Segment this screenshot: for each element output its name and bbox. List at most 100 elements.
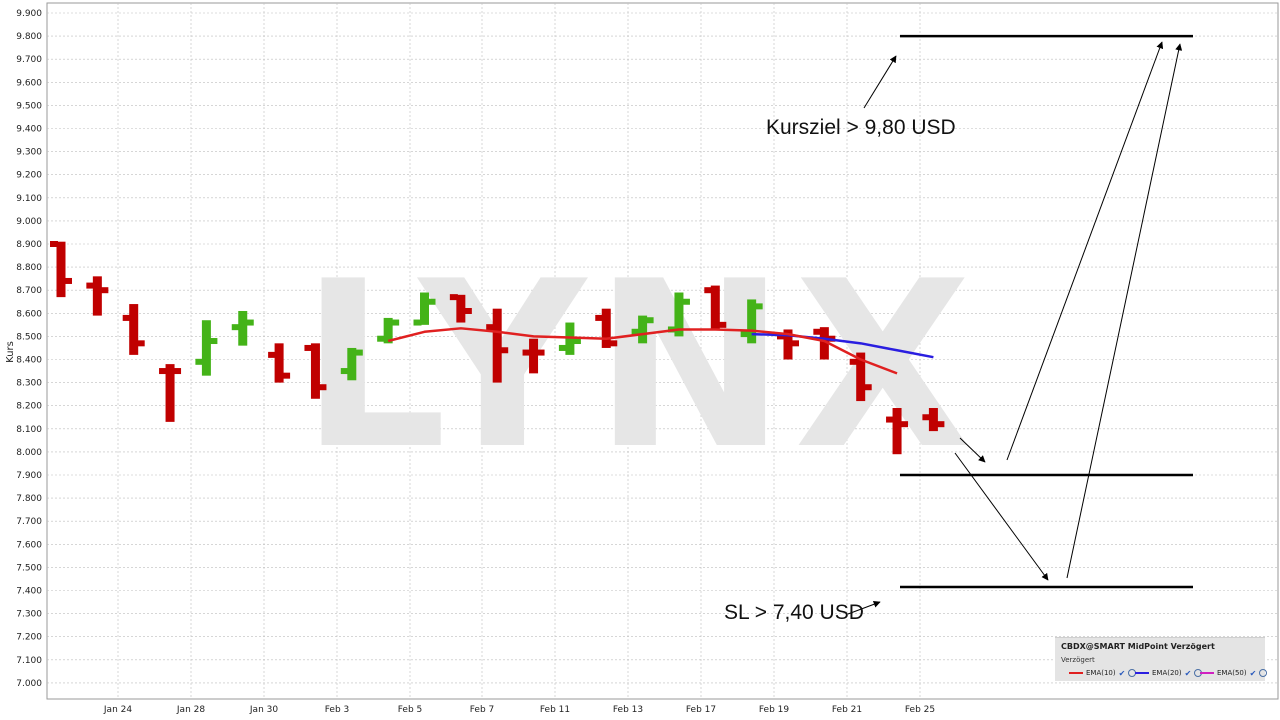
legend-title: CBDX@SMART MidPoint Verzögert	[1061, 642, 1215, 651]
y-tick-label: 8.300	[16, 379, 42, 389]
ohlc-bar	[195, 320, 218, 376]
ohlc-open-tick	[50, 241, 58, 247]
ohlc-range	[783, 329, 793, 360]
ema50-label: EMA(50)	[1217, 669, 1247, 677]
ohlc-range	[674, 292, 684, 337]
ohlc-range	[274, 343, 284, 383]
ohlc-bar	[704, 285, 727, 330]
legend-item-ema10[interactable]: EMA(10) ✔	[1069, 666, 1137, 680]
ohlc-open-tick	[449, 294, 458, 301]
ohlc-close-tick	[645, 317, 654, 324]
ohlc-bar	[50, 241, 72, 298]
ohlc-range	[819, 327, 829, 360]
y-tick-label: 7.100	[16, 656, 42, 666]
ohlc-bar	[86, 276, 109, 316]
ohlc-bar	[740, 299, 763, 344]
ohlc-close-tick	[391, 319, 400, 326]
visibility-icon[interactable]	[1259, 669, 1268, 677]
check-icon: ✔	[1118, 668, 1126, 678]
ohlc-close-tick	[609, 340, 618, 347]
ohlc-range	[928, 408, 938, 432]
ohlc-range	[129, 304, 139, 355]
ohlc-bar	[340, 347, 363, 381]
y-tick-label: 8.100	[16, 425, 42, 435]
ohlc-range	[56, 241, 66, 298]
annotation-arrow	[1066, 43, 1183, 579]
ohlc-range	[347, 347, 357, 381]
x-tick-label: Feb 25	[905, 705, 935, 715]
legend-item-ema50[interactable]: EMA(50) ✔	[1200, 666, 1268, 680]
x-tick-label: Jan 28	[176, 705, 205, 715]
ema10-swatch	[1069, 672, 1083, 674]
legend-item-ema20[interactable]: EMA(20) ✔	[1135, 666, 1203, 680]
ohlc-close-tick	[936, 421, 945, 428]
ohlc-close-tick	[318, 384, 327, 391]
ohlc-open-tick	[849, 358, 858, 365]
x-tick-label: Jan 30	[249, 705, 278, 715]
ohlc-range	[747, 299, 757, 344]
ohlc-close-tick	[681, 298, 690, 305]
ohlc-open-tick	[886, 416, 895, 423]
y-tick-label: 7.500	[16, 563, 42, 573]
target-annotation: Kursziel > 9,80 USD	[766, 116, 956, 139]
y-tick-label: 9.800	[16, 32, 42, 42]
y-tick-label: 7.900	[16, 471, 42, 481]
ohlc-range	[420, 292, 429, 325]
grid	[47, 3, 1278, 699]
ohlc-open-tick	[377, 335, 386, 342]
x-tick-label: Feb 21	[832, 705, 862, 715]
ema-lines	[387, 327, 934, 375]
legend-items: EMA(10) ✔ EMA(20) ✔ EMA(50) ✔	[1055, 666, 1268, 680]
ohlc-range	[492, 308, 502, 383]
y-axis: 7.000 7.100 7.200 7.300 7.400 7.500 7.600 7.700…	[16, 9, 42, 689]
plot-area	[46, 2, 1279, 700]
ohlc-bar	[122, 304, 145, 355]
ohlc-bars	[50, 241, 945, 455]
check-icon: ✔	[1249, 668, 1257, 678]
ohlc-close-tick	[536, 349, 545, 356]
y-axis-label: Kurs	[5, 341, 16, 363]
ohlc-range	[383, 317, 393, 344]
ohlc-close-tick	[245, 319, 254, 326]
ema10-label: EMA(10)	[1086, 669, 1116, 677]
ohlc-open-tick	[631, 328, 640, 335]
annotation-arrow	[1006, 41, 1164, 461]
ohlc-range	[238, 310, 248, 346]
ema50-swatch	[1200, 672, 1214, 674]
y-tick-label: 8.400	[16, 356, 42, 366]
ohlc-range	[310, 343, 320, 399]
ohlc-open-tick	[595, 314, 604, 321]
ohlc-open-tick	[122, 314, 131, 321]
x-tick-label: Feb 3	[325, 705, 350, 715]
annotation-arrow	[954, 452, 1049, 581]
ohlc-open-tick	[922, 414, 931, 421]
ohlc-range	[456, 294, 466, 323]
annotation-arrow	[847, 600, 881, 615]
y-tick-label: 9.900	[16, 9, 42, 19]
ohlc-open-tick	[231, 324, 240, 331]
ohlc-close-tick	[64, 277, 72, 284]
ohlc-close-tick	[463, 307, 472, 314]
y-tick-label: 9.600	[16, 78, 42, 88]
ohlc-close-tick	[136, 340, 145, 347]
ohlc-open-tick	[195, 358, 204, 365]
ohlc-open-tick	[86, 282, 95, 289]
ema10-line	[387, 327, 898, 375]
ohlc-bar	[413, 292, 436, 326]
ohlc-open-tick	[522, 349, 531, 356]
x-tick-label: Feb 13	[613, 705, 643, 715]
annotation-arrows	[847, 41, 1183, 615]
ohlc-open-tick	[740, 331, 749, 338]
ohlc-range	[165, 364, 175, 422]
annotation-arrow	[863, 55, 897, 109]
y-tick-label: 9.200	[16, 171, 42, 181]
ohlc-bar	[922, 408, 945, 432]
ohlc-open-tick	[268, 351, 277, 358]
x-tick-label: Feb 11	[540, 705, 570, 715]
ohlc-open-tick	[340, 368, 349, 375]
y-tick-label: 8.600	[16, 309, 42, 319]
ohlc-close-tick	[100, 287, 109, 294]
ohlc-range	[601, 308, 611, 348]
y-tick-label: 8.800	[16, 263, 42, 273]
ema20-label: EMA(20)	[1152, 669, 1182, 677]
